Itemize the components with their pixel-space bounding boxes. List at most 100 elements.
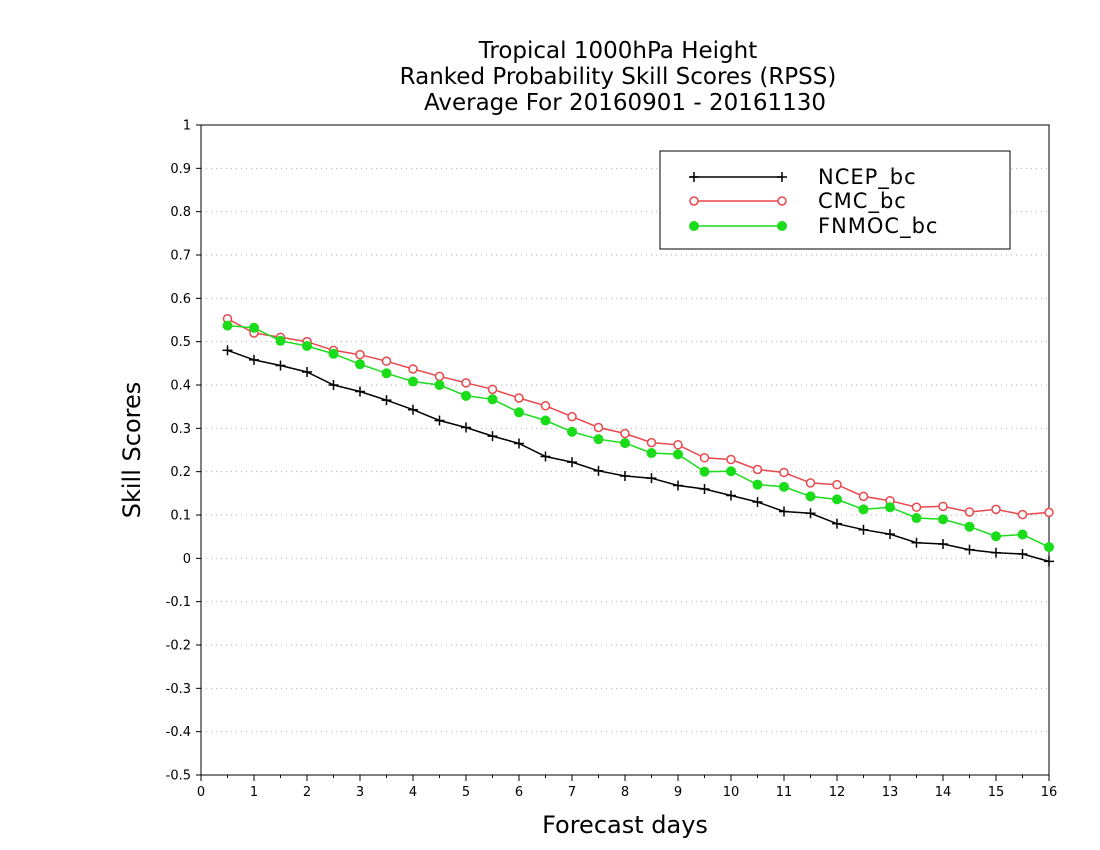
y-tick-label: 0.9 xyxy=(170,162,191,177)
data-point xyxy=(673,480,683,491)
data-point xyxy=(699,466,710,477)
x-tick-label: 2 xyxy=(303,785,311,800)
y-tick-label: 0.1 xyxy=(170,509,191,524)
data-point xyxy=(752,464,763,475)
y-tick-label: -0.1 xyxy=(166,595,191,610)
data-point xyxy=(779,481,789,492)
data-point xyxy=(885,529,895,540)
data-point xyxy=(593,434,604,445)
legend-item: CMC_bc xyxy=(689,189,906,214)
data-point xyxy=(779,506,789,517)
data-point xyxy=(434,380,445,390)
data-point xyxy=(222,345,233,356)
x-tick-label: 10 xyxy=(723,785,740,800)
data-point xyxy=(328,348,339,359)
x-tick-label: 16 xyxy=(1041,785,1058,800)
data-point xyxy=(434,371,445,382)
data-point xyxy=(381,395,392,406)
series-lines xyxy=(222,313,1054,567)
data-point xyxy=(938,514,948,525)
legend-marker xyxy=(777,221,787,231)
x-tick-label: 14 xyxy=(935,785,952,800)
x-tick-label: 8 xyxy=(621,785,629,800)
data-point xyxy=(487,384,498,395)
y-tick-label: -0.5 xyxy=(166,769,191,784)
data-point xyxy=(646,448,657,459)
legend-marker xyxy=(777,196,787,206)
legend-item: NCEP_bc xyxy=(689,165,917,190)
y-tick-label: 0 xyxy=(183,552,191,567)
legend-marker xyxy=(777,172,787,182)
data-point xyxy=(540,415,551,426)
x-tick-label: 11 xyxy=(776,785,793,800)
data-point xyxy=(275,335,286,346)
y-tick-label: 0.5 xyxy=(170,335,191,350)
data-point xyxy=(832,494,842,505)
legend-label: NCEP_bc xyxy=(818,165,917,190)
series-cmc-bc xyxy=(222,313,1054,520)
data-point xyxy=(593,422,604,433)
data-point xyxy=(858,524,869,535)
data-point xyxy=(1044,507,1054,518)
data-point xyxy=(991,531,1001,542)
x-tick-label: 3 xyxy=(356,785,364,800)
legend-box xyxy=(659,150,1011,250)
data-point xyxy=(752,479,763,490)
data-point xyxy=(726,490,736,501)
y-tick-label: 0.6 xyxy=(170,292,191,307)
data-point xyxy=(964,507,975,517)
data-point xyxy=(911,513,922,524)
x-axis-ticks: 0 1 2 3 4 5 6 7 8 9 10 11 12 13 14 15 16 xyxy=(197,775,1057,800)
data-point xyxy=(911,537,922,548)
data-point xyxy=(646,437,657,448)
y-tick-label: 1 xyxy=(183,119,191,134)
y-tick-label: 0.3 xyxy=(170,422,191,437)
data-point xyxy=(408,376,418,387)
data-point xyxy=(1044,556,1054,567)
legend-label: FNMOC_bc xyxy=(818,214,938,239)
title-line-3: Average For 20160901 - 20161130 xyxy=(424,90,826,116)
x-axis-label: Forecast days xyxy=(542,811,708,839)
data-point xyxy=(567,426,577,437)
series-line xyxy=(227,349,1050,563)
data-point xyxy=(408,404,418,415)
series-line xyxy=(227,318,1050,516)
chart-title: Tropical 1000hPa Height Ranked Probabili… xyxy=(400,38,837,116)
data-point xyxy=(726,454,736,465)
data-point xyxy=(514,438,524,449)
x-tick-label: 13 xyxy=(882,785,899,800)
data-point xyxy=(408,364,418,374)
data-point xyxy=(858,491,869,502)
data-point xyxy=(1017,529,1028,540)
data-point xyxy=(805,491,816,502)
data-point xyxy=(302,341,312,351)
data-point xyxy=(779,467,789,478)
legend-marker xyxy=(689,172,699,182)
data-point xyxy=(487,431,498,442)
x-tick-label: 6 xyxy=(515,785,523,800)
data-point xyxy=(911,502,922,512)
data-point xyxy=(328,380,339,390)
data-point xyxy=(752,497,763,507)
data-point xyxy=(1017,549,1028,559)
data-point xyxy=(805,478,816,488)
data-point xyxy=(832,518,842,529)
data-point xyxy=(646,473,657,484)
x-tick-label: 4 xyxy=(409,785,417,800)
data-point xyxy=(355,359,365,370)
series-fnmoc-bc xyxy=(222,320,1054,553)
x-tick-label: 12 xyxy=(829,785,846,800)
data-point xyxy=(593,465,604,476)
data-point xyxy=(858,504,869,515)
data-point xyxy=(487,394,498,405)
data-point xyxy=(514,393,524,403)
data-point xyxy=(726,466,736,477)
data-point xyxy=(620,438,630,449)
x-tick-label: 15 xyxy=(988,785,1005,800)
data-point xyxy=(355,349,365,360)
data-point xyxy=(249,354,259,365)
data-point xyxy=(620,471,630,481)
data-point xyxy=(673,440,683,450)
data-point xyxy=(302,367,312,377)
